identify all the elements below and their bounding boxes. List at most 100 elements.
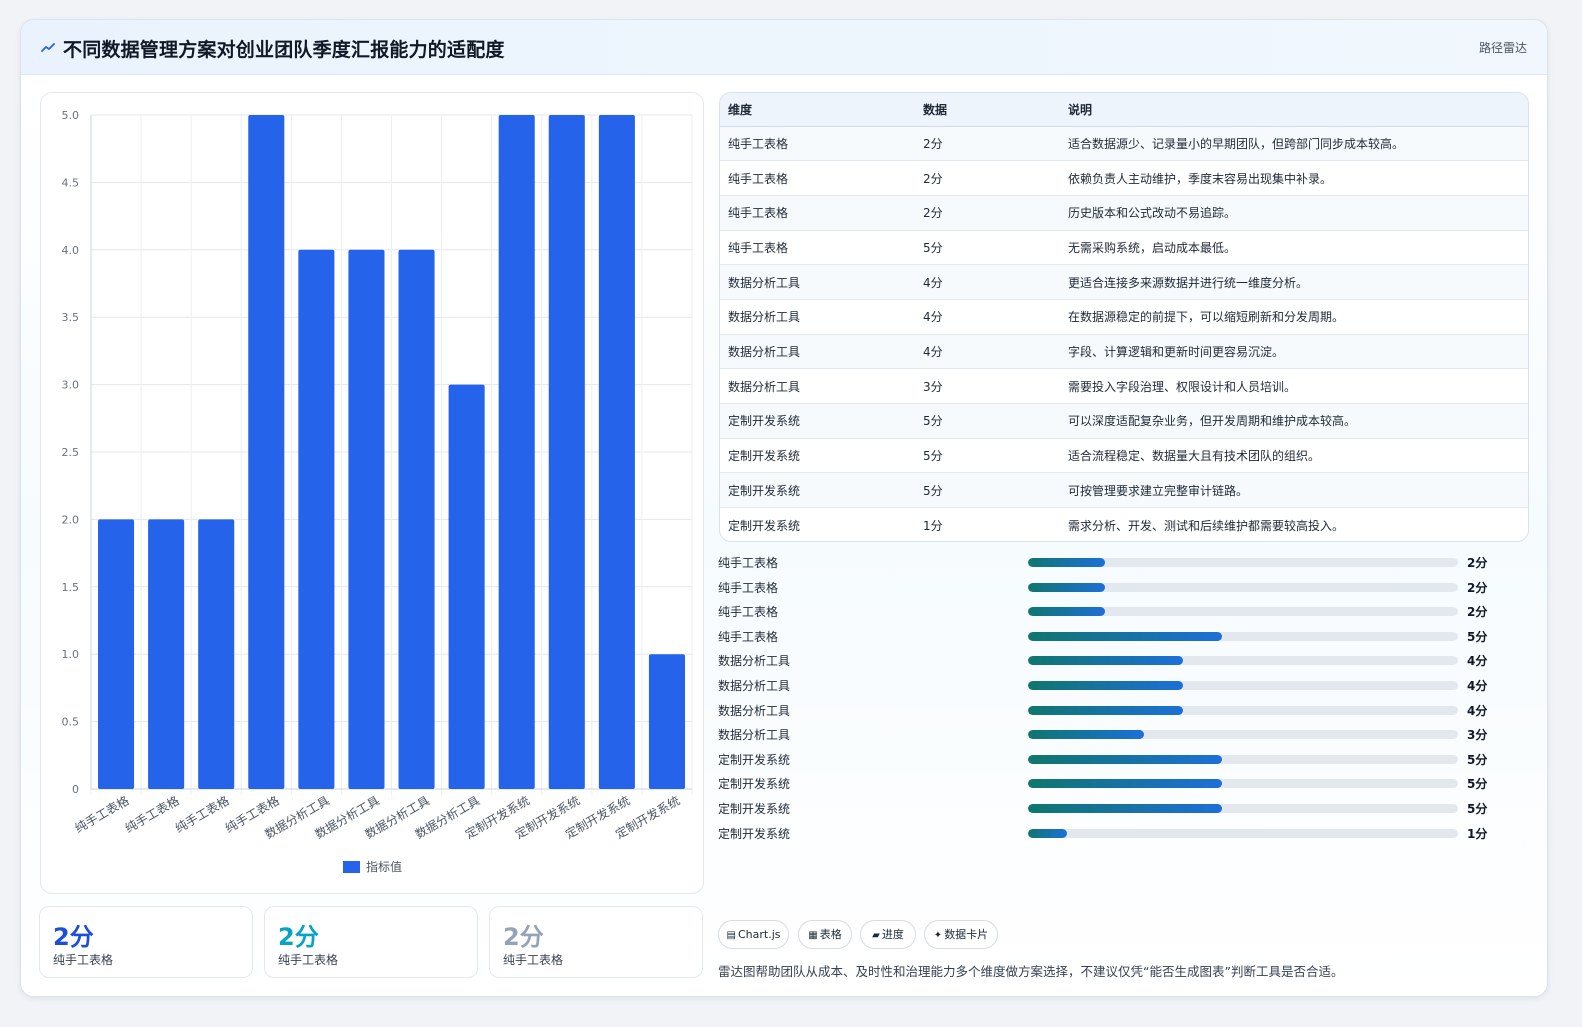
y-tick-label: 3.0 [62,379,80,392]
kpi-label: 纯手工表格 [503,953,564,967]
header-badge: 路径雷达 [1478,41,1527,55]
table-cell-value: 4分 [923,344,943,359]
table-cell-description: 需求分析、开发、测试和后续维护都需要较高投入。 [1068,518,1345,533]
progress-row: 定制开发系统 5分 [718,771,1518,796]
y-tick-label: 3.5 [62,311,80,324]
table-cell-value: 5分 [923,483,943,498]
table-icon: ▦ [808,930,818,941]
kpi-card: 2分 纯手工表格 [489,906,703,978]
progress-fill [1028,705,1183,715]
kpi-value: 2分 [278,923,319,951]
tag-label: Chart.js [737,928,781,941]
progress-track [1028,705,1458,715]
bar [198,519,235,789]
table-cell-value: 2分 [923,136,943,151]
progress-track [1028,631,1458,641]
table-cell-value: 4分 [923,310,943,325]
table-cell-dimension: 定制开发系统 [728,483,801,498]
table-cell-description: 字段、计算逻辑和更新时间更容易沉淀。 [1068,344,1285,359]
progress-label: 定制开发系统 [718,752,791,767]
progress-track [1028,828,1458,838]
bar [98,519,135,789]
kpi-value: 2分 [53,923,94,951]
progress-icon: ▰ [872,930,880,941]
footnote: 雷达图帮助团队从成本、及时性和治理能力多个维度做方案选择，不建议仅凭“能否生成图… [718,964,1344,979]
bar-chart-panel: 0 0.5 1.0 1.5 2.0 2.5 3.0 3.5 4.0 4.5 5.0 纯手工表格 纯手工表… [40,92,704,894]
card-header: 不同数据管理方案对创业团队季度汇报能力的适配度 路径雷达 [21,20,1547,75]
table-cell-description: 适合数据源少、记录量小的早期团队，但跨部门同步成本较高。 [1068,136,1405,151]
legend-swatch [343,861,360,873]
progress-fill [1028,730,1145,740]
progress-fill [1028,803,1222,813]
progress-row: 纯手工表格 5分 [718,624,1518,649]
tag-data-card[interactable]: ✦ 数据卡片 [924,920,998,949]
table-header-dimension: 维度 [720,93,915,127]
progress-track [1028,803,1458,813]
progress-label: 数据分析工具 [718,678,791,693]
y-tick-label: 2.5 [62,446,80,459]
table-row: 数据分析工具 4分 字段、计算逻辑和更新时间更容易沉淀。 [720,334,1528,369]
page-title: 不同数据管理方案对创业团队季度汇报能力的适配度 [63,39,505,61]
tag-chartjs[interactable]: ▤ Chart.js [718,920,789,949]
progress-value: 2分 [1467,605,1488,620]
progress-row: 数据分析工具 4分 [718,698,1518,723]
progress-value: 1分 [1467,826,1488,841]
bar [248,115,285,789]
legend-label: 指标值 [366,859,402,874]
tag-table[interactable]: ▦ 表格 [798,920,852,949]
report-card: 不同数据管理方案对创业团队季度汇报能力的适配度 路径雷达 0 0.5 1.0 1.5 2… [20,19,1548,997]
progress-fill [1028,828,1067,838]
sparkle-icon: ✦ [933,930,943,941]
progress-row: 定制开发系统 5分 [718,747,1518,772]
table-cell-value: 5分 [923,449,943,464]
y-tick-label: 2.0 [62,513,80,526]
table-row: 定制开发系统 5分 适合流程稳定、数据量大且有技术团队的组织。 [720,438,1528,473]
progress-fill [1028,754,1222,764]
progress-track [1028,607,1458,617]
progress-fill [1028,680,1183,690]
table-cell-dimension: 数据分析工具 [728,379,801,394]
table-row: 数据分析工具 4分 在数据源稳定的前提下，可以缩短刷新和分发周期。 [720,299,1528,335]
progress-row: 数据分析工具 3分 [718,722,1518,747]
bar [298,249,335,790]
progress-row: 纯手工表格 2分 [718,575,1518,600]
table-cell-description: 需要投入字段治理、权限设计和人员培训。 [1068,379,1297,394]
progress-track [1028,779,1458,789]
progress-list: 纯手工表格 2分 纯手工表格 2分 纯手工表格 2分 纯手工表格 5分 数据分析工具 4分 数据分析… [718,550,1518,845]
progress-value: 2分 [1467,580,1488,595]
progress-track [1028,754,1458,764]
table-row: 定制开发系统 1分 需求分析、开发、测试和后续维护都需要较高投入。 [720,507,1528,541]
table-cell-dimension: 数据分析工具 [728,310,801,325]
table-header-value: 数据 [915,93,1060,127]
progress-label: 定制开发系统 [718,826,791,841]
progress-label: 数据分析工具 [718,703,791,718]
progress-value: 2分 [1467,556,1488,570]
bar [398,249,435,790]
y-tick-label: 0.5 [62,716,80,729]
kpi-label: 纯手工表格 [278,953,339,967]
table-cell-description: 无需采购系统，启动成本最低。 [1068,240,1237,255]
table-cell-value: 2分 [923,171,943,186]
table-row: 纯手工表格 2分 适合数据源少、记录量小的早期团队，但跨部门同步成本较高。 [720,126,1528,161]
progress-row: 定制开发系统 5分 [718,796,1518,821]
progress-value: 4分 [1467,703,1488,718]
table-row: 定制开发系统 5分 可按管理要求建立完整审计链路。 [720,472,1528,508]
tag-progress[interactable]: ▰ 进度 [860,920,916,949]
table-cell-value: 2分 [923,206,943,221]
bar [448,384,485,789]
table-cell-description: 更适合连接多来源数据并进行统一维度分析。 [1068,275,1309,290]
progress-label: 纯手工表格 [718,556,779,570]
progress-value: 5分 [1467,752,1488,767]
progress-row: 数据分析工具 4分 [718,673,1518,698]
table-cell-description: 历史版本和公式改动不易追踪。 [1068,206,1237,221]
chart-icon: ▤ [726,930,736,941]
tag-label: 表格 [819,928,842,941]
progress-fill [1028,582,1106,592]
table-row: 纯手工表格 2分 依赖负责人主动维护，季度末容易出现集中补录。 [720,160,1528,196]
y-tick-label: 4.5 [62,176,80,189]
progress-label: 纯手工表格 [718,580,779,595]
table-cell-dimension: 纯手工表格 [728,171,789,186]
table-cell-dimension: 定制开发系统 [728,518,801,533]
table-cell-description: 在数据源稳定的前提下，可以缩短刷新和分发周期。 [1068,310,1345,325]
data-table: 维度 数据 说明 纯手工表格 2分 适合数据源少、记录量小的早期团队，但跨部门同步成… [720,93,1528,541]
